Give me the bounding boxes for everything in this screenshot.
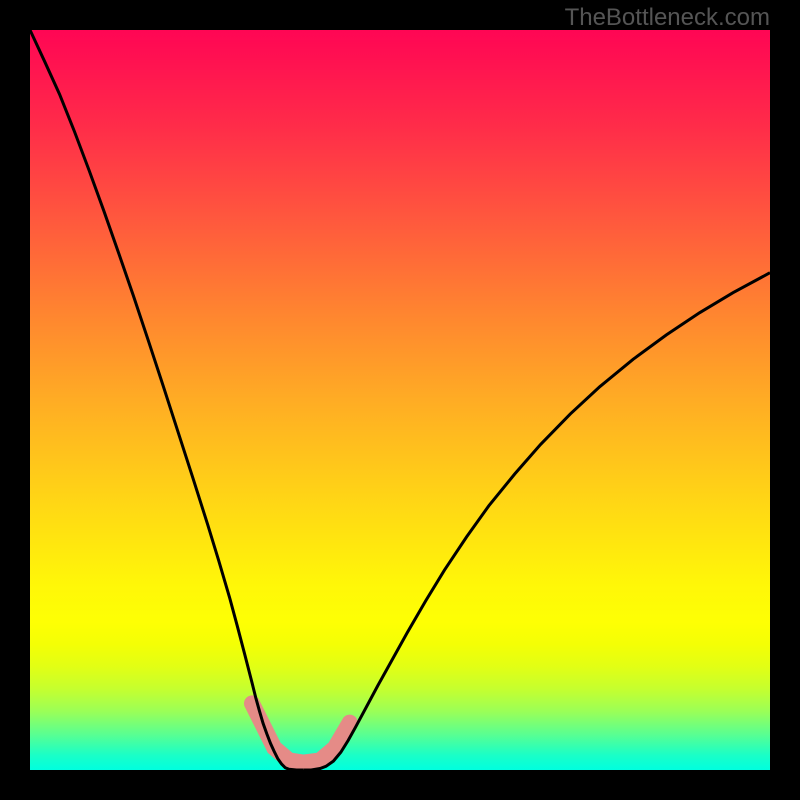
- curve-left: [30, 30, 304, 770]
- curve-right: [304, 273, 770, 770]
- plot-area: [30, 30, 770, 770]
- watermark-text: TheBottleneck.com: [565, 4, 770, 32]
- marker-band-1: [304, 723, 350, 763]
- canvas: TheBottleneck.com: [0, 0, 800, 800]
- chart-overlay: [30, 30, 770, 770]
